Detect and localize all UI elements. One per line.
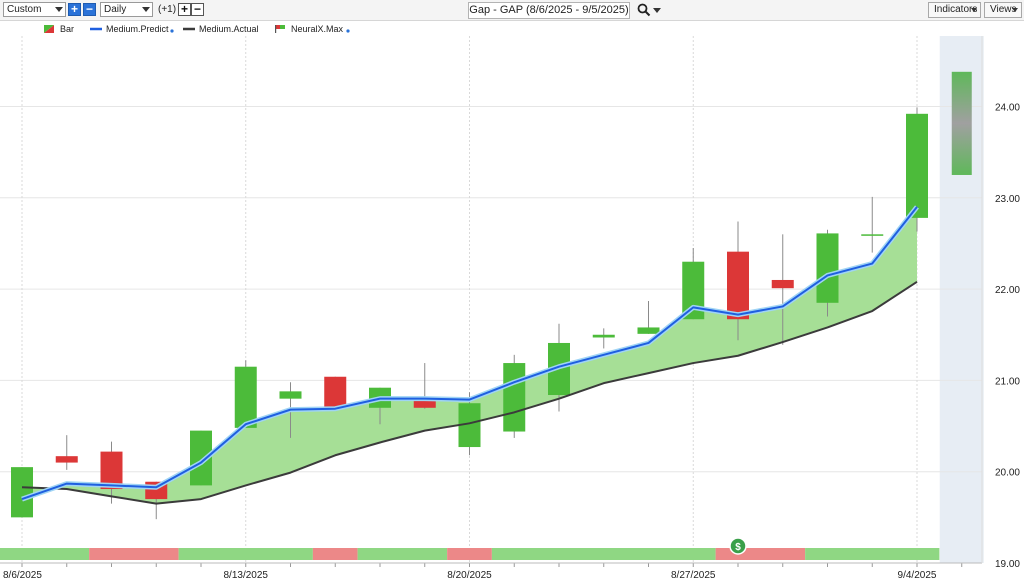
legend-label: Bar [60,24,75,34]
candle-down [55,456,78,463]
line-swatch-icon [90,27,102,31]
search-dropdown-icon[interactable] [653,8,661,13]
y-tick-label: 19.00 [995,559,1020,570]
candle-up [503,363,526,432]
search-icon[interactable] [637,3,651,17]
interval-select-value: Daily [104,4,127,15]
signal-segment-red [312,548,358,560]
green-red-flag-icon [275,25,285,33]
signal-segment-green [491,548,716,560]
y-tick-label: 24.00 [995,103,1020,114]
settings-dot-icon[interactable] [346,29,350,33]
candle-down [324,376,347,409]
offset-decrease-button[interactable]: − [191,3,204,16]
toolbar: Custom + − Daily (+1) + − Gap - GAP (8/6… [0,0,1024,21]
views-label: Views [990,4,1017,15]
candle-down [771,279,794,289]
candle-down [727,251,749,320]
signal-segment-red [89,548,179,560]
y-tick-label: 21.00 [995,376,1020,387]
x-tick-label: 8/13/2025 [224,570,269,581]
offset-increase-button[interactable]: + [178,3,191,16]
chevron-down-icon [142,7,150,12]
medium-actual-line [21,280,918,505]
range-select-value: Custom [7,4,42,15]
views-button[interactable]: Views [984,2,1022,18]
interval-select[interactable]: Daily [100,2,153,17]
candle-down [100,451,123,490]
x-tick-label: 9/4/2025 [898,570,937,581]
settings-dot-icon[interactable] [170,29,174,33]
offset-label: (+1) [158,4,177,15]
signal-segment-green [0,548,90,560]
zoom-in-button[interactable]: + [68,3,81,16]
candle-up [906,113,928,218]
candle-up [190,430,212,486]
medium-predict-line-glow [21,205,919,502]
zoom-out-button[interactable]: − [83,3,96,16]
signal-segment-green [178,548,313,560]
green-red-bar-icon [44,25,54,33]
chart-title[interactable]: Gap - GAP (8/6/2025 - 9/5/2025) [468,2,630,19]
x-tick-label: 8/20/2025 [447,570,492,581]
line-swatch-icon [183,27,195,31]
forecast-range-box [951,71,972,175]
medium-predict-line [21,206,918,501]
candle-up [234,366,257,428]
candle-up [369,387,391,408]
chevron-down-icon [971,8,977,12]
indicators-button[interactable]: Indicators [928,2,981,18]
forecast-region [939,36,984,563]
range-select[interactable]: Custom [3,2,66,17]
chevron-down-icon [55,7,63,12]
prediction-band [22,206,917,504]
indicators-label: Indicators [934,4,978,15]
y-tick-label: 20.00 [995,468,1020,479]
candle-up [816,233,839,303]
dollar-event-icon [729,537,747,555]
candle-up [11,467,33,518]
candle-down [145,481,168,500]
dollar-event-glyph: $ [735,542,741,553]
candle-up [637,327,660,334]
legend-label: Medium.Predict [106,24,169,34]
signal-segment-green [805,548,940,560]
legend-label: NeuralX.Max [291,24,344,34]
x-tick-label: 8/27/2025 [671,570,716,581]
candle-up [548,342,570,396]
candle-down [413,398,436,408]
candle-up [682,261,705,320]
legend-label: Medium.Actual [199,24,259,34]
candle-up [279,391,302,399]
signal-segment-red [715,548,806,560]
chevron-down-icon [1012,8,1018,12]
candle-up [592,334,615,338]
chart-legend: Bar Medium.Predict Medium.Actual NeuralX… [0,22,520,36]
y-tick-label: 23.00 [995,194,1020,205]
x-tick-label: 8/6/2025 [3,570,42,581]
candle-up [458,403,481,448]
y-tick-label: 22.00 [995,285,1020,296]
signal-segment-red [447,548,492,560]
candle-up [861,234,884,236]
signal-segment-green [357,548,448,560]
